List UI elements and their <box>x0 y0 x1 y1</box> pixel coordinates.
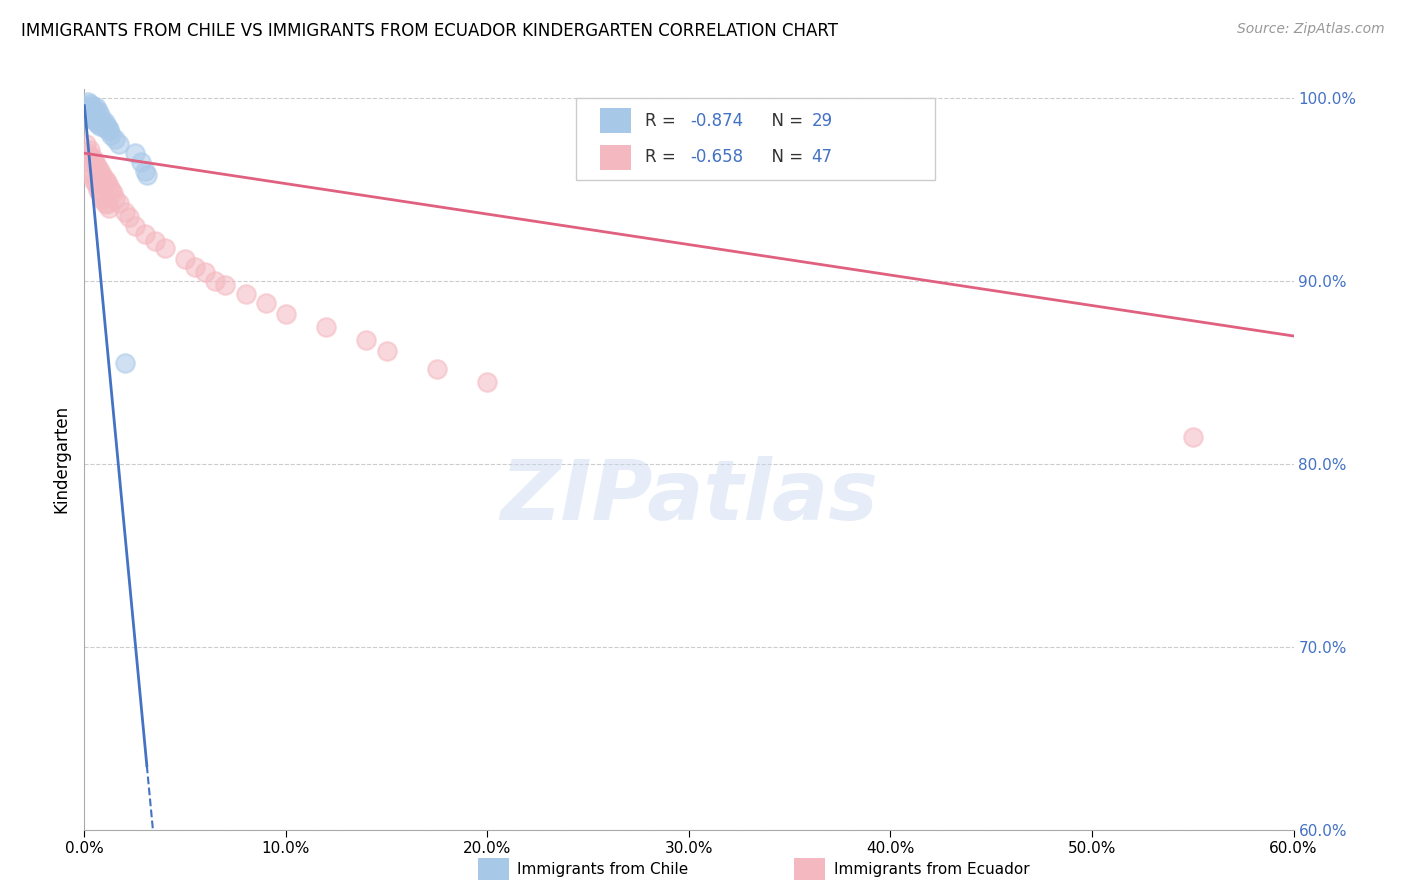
Point <box>75 136 97 151</box>
Point <box>97 122 120 136</box>
Point <box>124 146 146 161</box>
Point <box>204 274 226 288</box>
Point <box>89 119 111 133</box>
Point <box>96 197 118 211</box>
Point <box>82 98 104 112</box>
Point <box>93 195 115 210</box>
Point <box>87 183 110 197</box>
Point <box>83 173 105 187</box>
Point <box>100 183 122 197</box>
Point <box>77 146 100 161</box>
Point <box>91 168 114 182</box>
Point <box>87 117 110 131</box>
Text: 47: 47 <box>811 148 832 167</box>
Text: Immigrants from Chile: Immigrants from Chile <box>517 863 689 877</box>
Point <box>104 131 127 145</box>
Point <box>254 296 277 310</box>
Point <box>93 115 115 129</box>
Point <box>86 100 108 114</box>
Point <box>114 204 136 219</box>
Point <box>89 164 111 178</box>
Point <box>91 113 114 128</box>
Point <box>93 171 115 186</box>
Text: -0.874: -0.874 <box>690 112 744 130</box>
Point <box>86 157 108 171</box>
Point <box>194 265 217 279</box>
Point <box>87 161 110 175</box>
Point <box>79 96 101 111</box>
Point <box>134 164 156 178</box>
Point <box>91 192 114 206</box>
Point <box>86 178 108 192</box>
Point <box>83 153 105 168</box>
Point <box>104 192 127 206</box>
Point <box>100 128 122 142</box>
Text: IMMIGRANTS FROM CHILE VS IMMIGRANTS FROM ECUADOR KINDERGARTEN CORRELATION CHART: IMMIGRANTS FROM CHILE VS IMMIGRANTS FROM… <box>21 22 838 40</box>
Point <box>214 277 236 292</box>
Text: ZIPatlas: ZIPatlas <box>501 456 877 537</box>
Point <box>96 176 118 190</box>
Point <box>96 119 118 133</box>
Point <box>97 179 120 194</box>
Point <box>89 108 111 122</box>
Point <box>107 136 129 151</box>
Point <box>174 252 197 267</box>
Point <box>153 241 176 255</box>
Point <box>114 356 136 370</box>
Point <box>93 120 115 135</box>
Point <box>87 104 110 119</box>
Text: N =: N = <box>761 148 808 167</box>
Point <box>82 168 104 182</box>
Point <box>77 104 100 119</box>
Point <box>375 343 398 358</box>
Point <box>82 110 104 124</box>
Point <box>83 113 105 128</box>
Point <box>477 375 499 389</box>
Text: -0.658: -0.658 <box>690 148 744 167</box>
Point <box>79 106 101 120</box>
Text: R =: R = <box>645 148 682 167</box>
Point <box>129 155 152 169</box>
Point <box>101 186 124 201</box>
Text: N =: N = <box>761 112 808 130</box>
Point <box>274 307 297 321</box>
Point <box>77 155 100 169</box>
Point <box>1181 429 1204 443</box>
Point <box>86 115 108 129</box>
Point <box>79 164 101 178</box>
Point <box>315 319 337 334</box>
Point <box>79 143 101 157</box>
Point <box>82 150 104 164</box>
Text: 29: 29 <box>811 112 832 130</box>
Point <box>107 195 129 210</box>
Point <box>235 287 257 301</box>
Text: R =: R = <box>645 112 682 130</box>
Text: Source: ZipAtlas.com: Source: ZipAtlas.com <box>1237 22 1385 37</box>
Point <box>77 95 100 109</box>
Point <box>356 333 378 347</box>
Point <box>83 103 105 117</box>
Y-axis label: Kindergarten: Kindergarten <box>52 405 70 514</box>
Point <box>184 260 207 274</box>
Point <box>97 124 120 138</box>
Point <box>134 227 156 241</box>
Point <box>89 186 111 201</box>
Point <box>426 362 449 376</box>
Point <box>135 168 157 182</box>
Text: Immigrants from Ecuador: Immigrants from Ecuador <box>834 863 1029 877</box>
Point <box>143 234 166 248</box>
Point <box>75 100 97 114</box>
Point <box>97 201 120 215</box>
Point <box>124 219 146 234</box>
Point <box>118 210 141 224</box>
